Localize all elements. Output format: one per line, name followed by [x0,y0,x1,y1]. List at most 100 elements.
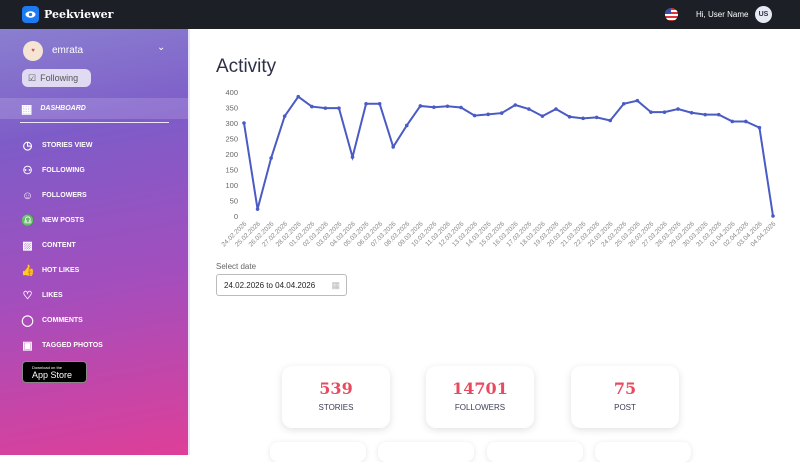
data-point[interactable] [730,119,735,124]
stat-card [378,442,474,462]
data-point[interactable] [486,112,490,117]
data-point[interactable] [282,114,287,118]
profile-avatar[interactable]: ♥ [23,41,43,61]
sidebar-item-comments[interactable]: ◯ COMMENTS [21,308,103,333]
stat-card-post: 75 POST [571,366,679,428]
data-point[interactable] [676,107,680,111]
dashboard-icon: ▦ [21,101,33,116]
data-point[interactable] [364,101,368,106]
data-point[interactable] [744,119,748,124]
sidebar-item-new-posts[interactable]: ♎ NEW POSTS [21,208,103,233]
sidebar-item-label: TAGGED PHOTOS [42,342,103,349]
y-tick-label: 0 [234,212,238,221]
data-point[interactable] [567,115,572,119]
y-tick-label: 50 [230,197,238,206]
date-range-input[interactable]: 24.02.2026 to 04.04.2026 ▦ [216,274,347,296]
activity-chart: 05010015020025030035040024.02.202625.02.… [220,88,777,248]
sidebar-item-label: LIKES [42,292,63,299]
data-point[interactable] [689,110,694,115]
greeting: Hi, User Name [696,10,749,19]
sidebar-item-likes[interactable]: ♡ LIKES [21,283,103,308]
sidebar-item-label: NEW POSTS [42,217,85,224]
data-point[interactable] [296,94,301,99]
data-point[interactable] [472,113,477,118]
sidebar-item-stories-view[interactable]: ◷ STORIES VIEW [21,133,103,158]
data-point[interactable] [323,106,328,110]
data-point[interactable] [621,101,626,106]
stat-card [595,442,691,462]
sidebar-item-dashboard[interactable]: ▦ DASHBOARD [0,98,190,119]
data-point[interactable] [716,112,721,117]
image-icon: ▨ [22,240,33,252]
chevron-down-icon[interactable]: ⌄ [157,42,166,53]
data-point[interactable] [459,105,463,110]
y-tick-label: 100 [225,181,238,190]
stat-value: 539 [319,379,353,398]
data-point[interactable] [554,107,558,111]
stat-card-followers: 14701 FOLLOWERS [426,366,534,428]
data-point[interactable] [527,107,531,111]
user-avatar[interactable]: US [755,6,772,23]
y-tick-label: 400 [225,88,238,97]
y-tick-label: 150 [225,166,238,175]
app-store-button[interactable]: Download on the App Store [22,361,87,383]
sidebar-item-label: COMMENTS [42,317,83,324]
data-point[interactable] [499,111,504,115]
sidebar-item-followers[interactable]: ☺ FOLLOWERS [21,183,103,208]
brand-name[interactable]: Peekviewer [44,8,114,21]
sidebar-menu: ◷ STORIES VIEW ⚇ FOLLOWING ☺ FOLLOWERS ♎ NEW PO… [21,133,103,358]
data-point[interactable] [391,145,396,149]
sidebar-item-label: FOLLOWING [42,167,85,174]
data-point[interactable] [703,112,707,117]
data-point[interactable] [594,115,599,120]
sidebar-item-label: HOT LIKES [42,267,80,274]
data-point[interactable] [255,207,260,211]
following-button[interactable]: ☑ Following [22,69,91,87]
comment-icon: ◯ [21,315,34,327]
data-point[interactable] [513,103,518,107]
bell-icon: ♎ [21,215,35,227]
data-point[interactable] [310,104,314,109]
data-point[interactable] [757,125,762,130]
data-point[interactable] [771,214,775,218]
top-bar: Peekviewer Hi, User Name US [0,0,800,29]
y-tick-label: 350 [225,104,238,113]
sidebar: ♥ emrata ⌄ ☑ Following ▦ DASHBOARD ◷ STORIE… [0,29,190,455]
appstore-big-text: App Store [32,369,73,380]
data-point[interactable] [635,98,640,103]
tagged-icon: ▣ [22,340,33,352]
us-flag-icon[interactable] [665,8,678,21]
data-point[interactable] [649,110,653,114]
page-title: Activity [216,56,277,77]
stat-value: 75 [613,379,637,398]
stat-card [270,442,366,462]
sidebar-item-label: FOLLOWERS [42,192,87,199]
stat-label: POST [614,403,636,412]
data-point[interactable] [404,123,409,128]
data-point[interactable] [377,101,382,106]
sidebar-item-tagged-photos[interactable]: ▣ TAGGED PHOTOS [21,333,103,358]
calendar-icon[interactable]: ▦ [331,280,340,290]
profile-username[interactable]: emrata [52,45,84,56]
activity-line [243,95,774,217]
data-point[interactable] [350,155,355,159]
user-icon: ⚇ [22,165,33,177]
data-point[interactable] [608,118,613,123]
data-point[interactable] [337,106,341,110]
data-point[interactable] [445,104,450,109]
stat-card-stories: 539 STORIES [282,366,390,428]
y-tick-label: 300 [225,119,238,128]
data-point[interactable] [581,116,585,121]
eye-logo-icon[interactable] [22,6,39,23]
data-point[interactable] [432,105,436,109]
data-point[interactable] [540,114,545,118]
date-range-value: 24.02.2026 to 04.04.2026 [224,280,316,290]
sidebar-item-content[interactable]: ▨ CONTENT [21,233,103,258]
data-point[interactable] [418,104,423,108]
data-point[interactable] [662,110,667,114]
sidebar-item-hot-likes[interactable]: 👍 HOT LIKES [21,258,103,283]
data-point[interactable] [242,121,246,125]
sidebar-item-following[interactable]: ⚇ FOLLOWING [21,158,103,183]
data-point[interactable] [269,156,273,160]
stat-card [487,442,583,462]
